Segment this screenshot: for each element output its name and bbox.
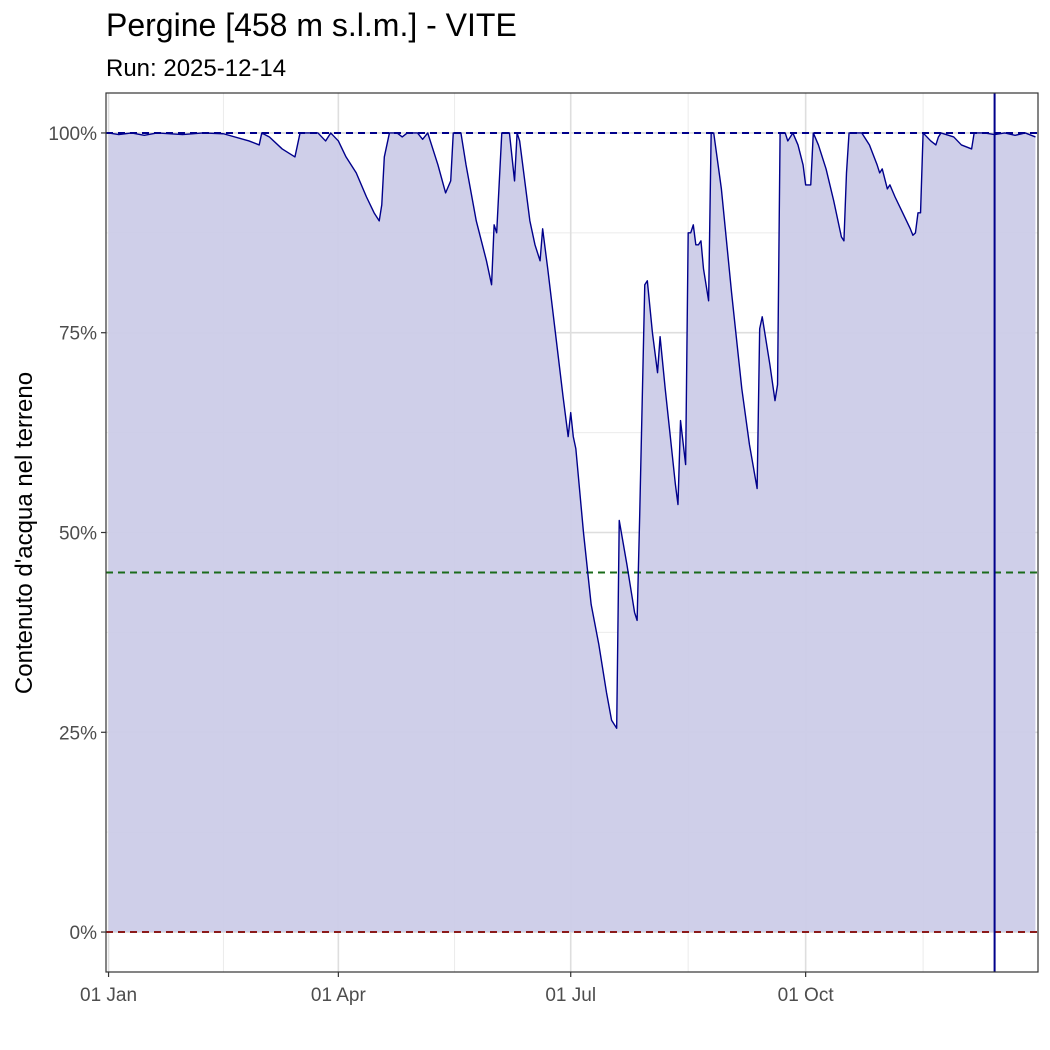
x-tick-label: 01 Jan bbox=[80, 985, 137, 1006]
soil-water-area bbox=[108, 132, 1036, 933]
x-axis: 01 Jan 01 Apr 01 Jul 01 Oct bbox=[80, 972, 834, 1006]
x-tick-label: 01 Oct bbox=[778, 985, 835, 1006]
x-tick-label: 01 Jul bbox=[545, 985, 596, 1006]
y-tick-label: 50% bbox=[59, 524, 97, 545]
x-tick-label: 01 Apr bbox=[311, 985, 367, 1006]
chart-title: Pergine [458 m s.l.m.] - VITE bbox=[106, 7, 517, 43]
y-tick-label: 0% bbox=[70, 923, 98, 944]
y-tick-label: 100% bbox=[48, 124, 97, 145]
y-tick-label: 25% bbox=[59, 723, 97, 744]
y-tick-label: 75% bbox=[59, 324, 97, 345]
soil-water-line bbox=[108, 132, 1036, 729]
chart-subtitle: Run: 2025-12-14 bbox=[106, 55, 286, 82]
plot-area bbox=[105, 92, 1039, 973]
y-axis: 0% 25% 50% 75% 100% bbox=[48, 124, 106, 944]
y-axis-label: Contenuto d'acqua nel terreno bbox=[11, 372, 38, 694]
